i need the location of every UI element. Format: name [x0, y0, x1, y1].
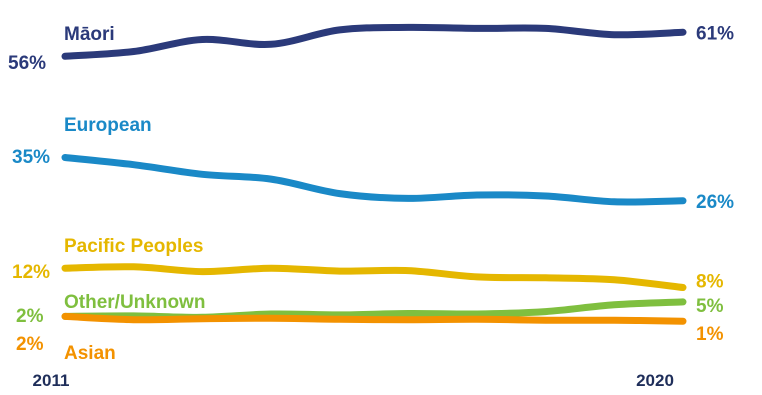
maori-series-line	[61, 23, 687, 60]
x-axis: 2011 2020	[33, 371, 674, 390]
asian-start-value: 2%	[16, 334, 44, 355]
european-series-name: European	[64, 115, 152, 136]
asian-series-name: Asian	[64, 343, 116, 364]
european-series-line	[61, 154, 687, 206]
maori-start-value: 56%	[8, 53, 46, 74]
maori-end-value: 61%	[696, 23, 734, 44]
european-start-value: 35%	[12, 147, 50, 168]
other-unknown-end-value: 5%	[696, 296, 724, 317]
pacific-peoples-series-line	[61, 263, 687, 291]
series-labels: Māori 56% 61% European 35% 26% Pacific Peoples…	[8, 23, 734, 364]
x-tick-label-2011: 2011	[33, 371, 70, 390]
pacific-peoples-start-value: 12%	[12, 262, 50, 283]
asian-end-value: 1%	[696, 324, 724, 345]
european-end-value: 26%	[696, 192, 734, 213]
series-lines	[61, 23, 687, 325]
asian-series-line	[61, 312, 687, 325]
x-tick-label-2020: 2020	[636, 371, 674, 390]
maori-series-name: Māori	[64, 24, 115, 45]
pacific-peoples-end-value: 8%	[696, 271, 724, 292]
other-unknown-start-value: 2%	[16, 306, 44, 327]
other-unknown-series-name: Other/Unknown	[64, 292, 205, 313]
pacific-peoples-series-name: Pacific Peoples	[64, 236, 203, 257]
